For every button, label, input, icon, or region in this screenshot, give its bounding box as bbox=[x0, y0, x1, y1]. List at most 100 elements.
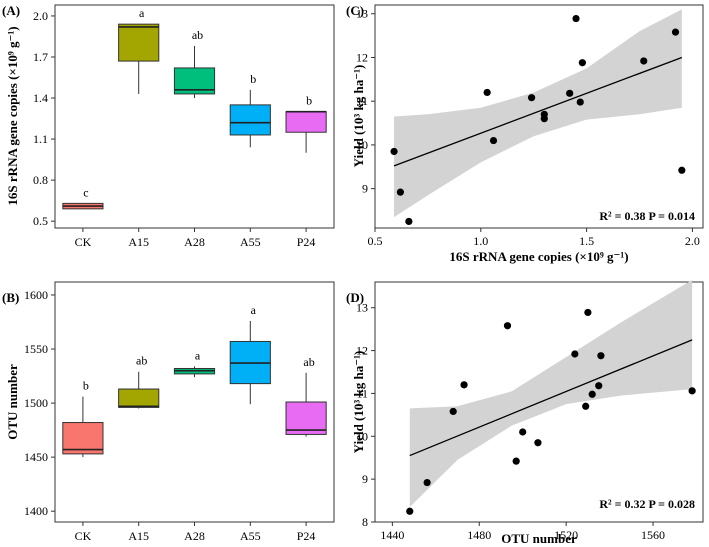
panel-a-box-a28: ab bbox=[173, 28, 216, 99]
panel-a-xtick-label: A55 bbox=[240, 235, 261, 249]
panel-d-point bbox=[584, 308, 592, 317]
panel-d-point bbox=[571, 350, 579, 358]
panel-c-point bbox=[576, 98, 584, 106]
panel-a-label: (A) bbox=[2, 3, 20, 18]
panel-d-point bbox=[597, 352, 605, 360]
panel-c-ytick-label: 10 bbox=[356, 138, 368, 152]
panel-c-point bbox=[483, 88, 491, 97]
panel-a-xtick-label: CK bbox=[75, 235, 92, 249]
panel-a-boxes: c a ab b b bbox=[62, 6, 327, 210]
panel-d-ylabel: Yield (10³ kg ha⁻¹) bbox=[351, 351, 366, 454]
panel-d-xtick-label: 1560 bbox=[641, 528, 665, 542]
significance-letter: ab bbox=[303, 355, 314, 369]
box-body bbox=[285, 111, 327, 133]
panel-a-box-a55: b bbox=[229, 72, 271, 148]
panel-a-ytick-label: 2.0 bbox=[33, 9, 48, 23]
panel-c-point bbox=[572, 14, 580, 23]
panel-b-box-a28: a bbox=[173, 348, 216, 378]
panel-d-point bbox=[406, 507, 414, 515]
panel-b-xticks: CK A15 A28 A55 P24 bbox=[75, 522, 315, 543]
panel-b-xtick-label: A28 bbox=[184, 529, 205, 543]
panel-b-box-a55: a bbox=[229, 303, 271, 405]
panel-c-point bbox=[671, 28, 680, 36]
significance-letter: b bbox=[306, 94, 312, 108]
panel-c-fit bbox=[393, 56, 683, 167]
panel-b-ytick-label: 1400 bbox=[24, 504, 48, 518]
panel-c-label: (C) bbox=[346, 3, 364, 18]
panel-a-xtick-label: A15 bbox=[128, 235, 149, 249]
panel-b-ytick-label: 1450 bbox=[24, 450, 48, 464]
panel-d-ytick-label: 9 bbox=[362, 472, 368, 486]
panel-d-point bbox=[449, 407, 457, 416]
panel-c-point bbox=[578, 59, 586, 67]
panel-a-ytick-label: 0.8 bbox=[33, 173, 48, 187]
panel-c-frame bbox=[374, 4, 704, 229]
panel-d-ci-band bbox=[409, 279, 693, 507]
panel-c-point bbox=[396, 188, 404, 196]
panel-c-ytick-label: 9 bbox=[362, 182, 368, 196]
panel-a: (A) 16S rRNA gene copies (×10⁹ g⁻¹) 0.50… bbox=[2, 3, 335, 249]
panel-b-label: (B) bbox=[2, 290, 19, 305]
panel-b-box-ck: b bbox=[62, 379, 104, 458]
panel-b-ylabel: OTU number bbox=[5, 364, 20, 440]
panel-c-point bbox=[566, 89, 574, 97]
panel-a-yticks: 0.5 0.8 1.1 1.4 1.7 2.0 bbox=[33, 9, 55, 228]
panel-a-xtick-label: P24 bbox=[297, 235, 316, 249]
panel-c-xtick-label: 2.0 bbox=[685, 234, 700, 248]
panel-d-xtick-label: 1520 bbox=[554, 528, 578, 542]
significance-letter: c bbox=[83, 185, 88, 199]
panel-b-ytick-label: 1550 bbox=[24, 342, 48, 356]
panel-a-ytick-label: 1.1 bbox=[33, 132, 48, 146]
panel-d-point bbox=[519, 428, 527, 436]
panel-c-xlabel: 16S rRNA gene copies (×10⁹ g⁻¹) bbox=[449, 249, 628, 264]
panel-c-ytick-label: 11 bbox=[356, 94, 368, 108]
panel-d-xticks: 1440 1480 1520 1560 bbox=[380, 522, 665, 542]
panel-b-box-a15: ab bbox=[118, 354, 160, 409]
panel-d-point bbox=[503, 322, 512, 330]
panel-c-point bbox=[390, 147, 398, 156]
panel-c-point bbox=[489, 136, 498, 145]
significance-letter: ab bbox=[136, 354, 147, 368]
panel-c-ytick-label: 13 bbox=[356, 7, 368, 21]
box-body bbox=[118, 388, 160, 408]
panel-d-xlabel: OTU number bbox=[501, 531, 577, 546]
panel-b-ytick-label: 1500 bbox=[24, 396, 48, 410]
panel-d: (D) Yield (10³ kg ha⁻¹) OTU number 8 9 10 1… bbox=[346, 279, 704, 546]
panel-d-ci-area bbox=[409, 279, 693, 507]
panel-a-ytick-label: 0.5 bbox=[33, 214, 48, 228]
panel-b-boxes: b ab a a ab bbox=[62, 303, 327, 458]
panel-d-point bbox=[423, 478, 431, 487]
panel-d-point bbox=[512, 457, 520, 465]
panel-d-point bbox=[595, 382, 603, 390]
significance-letter: a bbox=[195, 348, 201, 362]
panel-c-point bbox=[678, 166, 686, 174]
panel-d-annotation: R² = 0.32 P = 0.028 bbox=[599, 497, 695, 511]
panel-c-xtick-label: 1.0 bbox=[473, 234, 488, 248]
panel-b-xtick-label: A55 bbox=[240, 529, 261, 543]
box-body bbox=[229, 104, 271, 136]
panel-a-box-a15: a bbox=[118, 6, 160, 94]
box-body bbox=[62, 422, 104, 455]
panel-c: (C) Yield (10³ kg ha⁻¹) 16S rRNA gene co… bbox=[346, 3, 704, 264]
panel-d-ytick-label: 11 bbox=[356, 386, 368, 400]
significance-letter: ab bbox=[192, 28, 203, 42]
panel-c-xticks: 0.5 1.0 1.5 2.0 bbox=[368, 228, 700, 248]
panel-c-ci-area bbox=[394, 9, 682, 218]
significance-letter: b bbox=[250, 72, 256, 86]
panel-d-ytick-label: 8 bbox=[362, 515, 368, 529]
panel-d-point bbox=[534, 439, 542, 447]
panel-d-fit-line bbox=[409, 339, 693, 457]
panel-c-annotation: R² = 0.38 P = 0.014 bbox=[599, 209, 695, 223]
panel-c-xtick-label: 1.5 bbox=[579, 234, 594, 248]
panel-d-ytick-label: 12 bbox=[356, 344, 368, 358]
significance-letter: b bbox=[83, 379, 89, 393]
panel-d-yticks: 8 9 10 11 12 13 bbox=[356, 301, 375, 529]
panel-d-point bbox=[460, 381, 468, 389]
panel-c-ytick-label: 12 bbox=[356, 50, 368, 64]
panel-a-xticks: CK A15 A28 A55 P24 bbox=[75, 228, 316, 249]
panel-b-ytick-label: 1600 bbox=[24, 288, 48, 302]
panel-b-yticks: 1400 1450 1500 1550 1600 bbox=[24, 288, 55, 518]
panel-d-point bbox=[582, 402, 590, 410]
box-body bbox=[285, 401, 327, 435]
panel-d-fit bbox=[409, 339, 693, 457]
